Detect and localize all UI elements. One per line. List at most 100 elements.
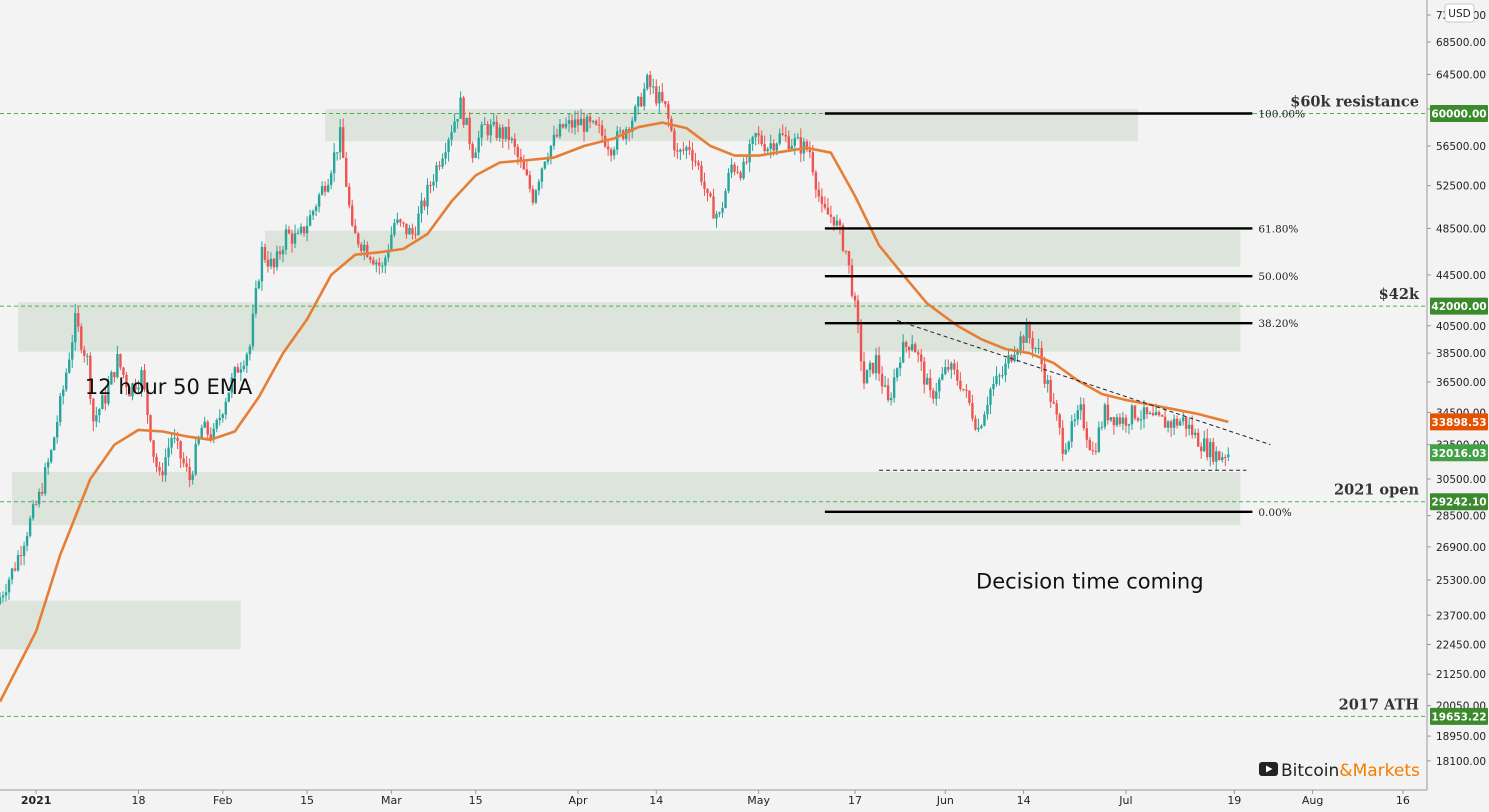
candle-243	[730, 158, 733, 179]
candle-body	[483, 124, 486, 126]
y-tick-label-15: 28500.00	[1436, 511, 1486, 523]
candle-61	[182, 452, 185, 468]
candle-body	[468, 117, 471, 145]
candle-body	[1013, 354, 1016, 362]
candle-1	[1, 591, 5, 603]
candle-body	[176, 437, 179, 442]
candle-body	[447, 139, 450, 153]
candle-body	[1127, 424, 1131, 426]
candle-body	[947, 367, 950, 370]
candle-body	[600, 125, 604, 136]
x-axis[interactable]: 2021 18 Feb 15 Mar 15 Apr 14 May 17 Jun 14 Jul 19 Aug 1…	[0, 789, 1427, 807]
candle-365	[1097, 421, 1101, 454]
candle-309	[929, 369, 932, 398]
currency-label[interactable]: USD	[1444, 3, 1475, 23]
candle-12	[34, 500, 38, 506]
candle-body	[519, 156, 523, 161]
candle-body	[13, 568, 17, 571]
candle-403	[1212, 437, 1215, 465]
candle-body	[441, 158, 444, 167]
x-tick-label-8: 14	[649, 794, 663, 807]
candle-body	[579, 118, 583, 126]
candle-body	[236, 367, 240, 373]
candle-body	[1139, 419, 1143, 421]
ema-price-badge-bg	[1430, 413, 1488, 431]
brand-logo: Bitcoin&Markets	[1259, 761, 1420, 781]
candle-body	[296, 232, 300, 234]
candle-301	[904, 340, 908, 353]
candle-body	[308, 215, 312, 226]
candle-285	[856, 295, 860, 334]
candle-34	[101, 392, 104, 410]
candle-115	[345, 151, 348, 188]
candle-body	[1166, 421, 1170, 428]
candle-body	[1118, 417, 1122, 424]
candle-290	[871, 362, 875, 375]
candle-169	[507, 118, 510, 150]
candle-188	[564, 117, 568, 130]
candle-136	[408, 224, 411, 235]
trendlines[interactable]	[879, 320, 1271, 471]
annotations: 12 hour 50 EMA Decision time coming	[85, 375, 1204, 594]
candle-body	[531, 188, 535, 203]
candle-body	[525, 169, 529, 176]
candle-185	[555, 128, 559, 138]
candle-104	[311, 209, 315, 220]
candle-body	[0, 597, 2, 604]
candle-363	[1091, 441, 1095, 456]
candle-134	[402, 221, 405, 228]
candle-body	[865, 369, 869, 384]
candle-407	[1224, 454, 1227, 467]
candle-body	[1175, 418, 1179, 426]
y-tick-label-10: 38500.00	[1436, 348, 1486, 360]
candle-body	[37, 491, 41, 505]
candle-148	[444, 142, 447, 165]
candle-362	[1088, 436, 1092, 451]
candle-body	[697, 162, 700, 166]
candle-393	[1181, 410, 1185, 426]
candle-184	[552, 125, 556, 150]
candle-body	[917, 352, 920, 355]
candle-160	[480, 121, 483, 147]
candle-79	[236, 363, 240, 373]
candle-125	[375, 259, 378, 273]
candle-15	[43, 462, 47, 496]
candle-body	[703, 181, 706, 189]
candle-237	[712, 188, 715, 219]
candle-88	[263, 243, 267, 263]
candle-161	[483, 117, 486, 126]
candle-389	[1169, 419, 1173, 438]
candle-218	[655, 79, 658, 107]
candle-187	[561, 123, 565, 129]
candle-body	[588, 116, 592, 122]
candle-body	[1178, 421, 1182, 426]
candle-body	[736, 171, 739, 173]
candle-4	[10, 567, 14, 585]
candle-348	[1046, 374, 1049, 393]
candle-63	[188, 458, 191, 488]
candle-body	[926, 377, 929, 385]
candle-335	[1007, 350, 1010, 369]
candle-body	[847, 250, 851, 266]
candle-315	[947, 359, 950, 373]
candle-346	[1040, 341, 1043, 372]
candle-body	[49, 450, 53, 462]
candle-body	[329, 173, 333, 185]
candle-body	[938, 379, 941, 392]
candle-body	[1157, 412, 1161, 416]
fibonacci-retracement[interactable]: 100.00% 61.80% 50.00% 38.20% 0.00%	[824, 108, 1305, 519]
candle-body	[4, 592, 8, 596]
candle-body	[826, 207, 830, 215]
candle-body	[1169, 421, 1173, 428]
candle-body	[907, 346, 911, 351]
candle-body	[275, 251, 279, 268]
candle-197	[591, 119, 595, 124]
candle-332	[998, 373, 1001, 386]
candle-body	[543, 161, 547, 169]
price-badge-1-text: 60000.00	[1431, 108, 1486, 120]
candle-body	[956, 369, 959, 381]
candle-body	[224, 401, 227, 415]
x-tick-label-16: 16	[1396, 794, 1410, 807]
candle-28	[83, 345, 86, 363]
